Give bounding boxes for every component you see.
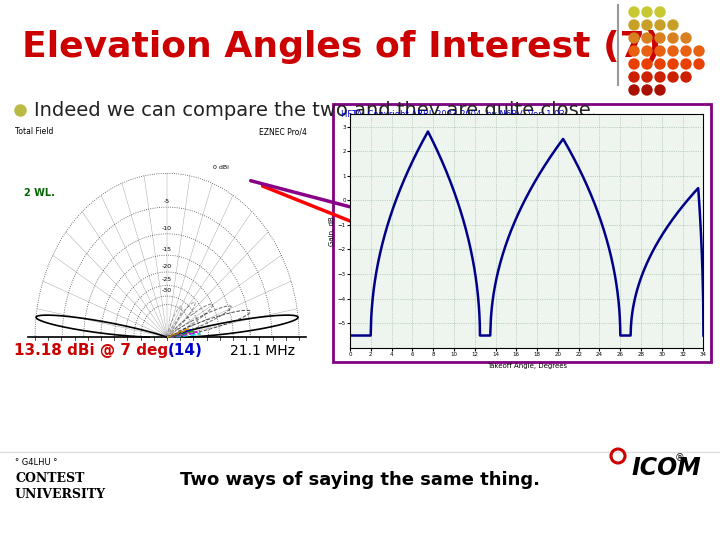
Circle shape	[655, 46, 665, 56]
Circle shape	[642, 72, 652, 82]
Circle shape	[629, 20, 639, 30]
Text: 0 dBi: 0 dBi	[213, 165, 229, 170]
Circle shape	[681, 72, 691, 82]
Circle shape	[681, 33, 691, 43]
Text: EZNEC Pro/4: EZNEC Pro/4	[259, 127, 307, 137]
Text: 21.1 MHz: 21.1 MHz	[230, 344, 295, 358]
Circle shape	[681, 59, 691, 69]
Circle shape	[655, 85, 665, 95]
Circle shape	[655, 33, 665, 43]
Circle shape	[668, 72, 678, 82]
Text: 13.18 dBi @ 7 deg.: 13.18 dBi @ 7 deg.	[14, 343, 179, 358]
Text: -20: -20	[162, 264, 172, 269]
Text: -25: -25	[162, 277, 172, 282]
Y-axis label: Gain, dB: Gain, dB	[329, 216, 335, 246]
Circle shape	[629, 59, 639, 69]
Text: CONTEST: CONTEST	[15, 472, 84, 485]
Text: ICOM: ICOM	[632, 456, 702, 480]
Circle shape	[655, 72, 665, 82]
Circle shape	[642, 7, 652, 17]
Circle shape	[629, 33, 639, 43]
Circle shape	[629, 85, 639, 95]
Circle shape	[629, 7, 639, 17]
Circle shape	[629, 72, 639, 82]
Text: HFTA, Copyright ARRL 2003-2004, by N6BV, Ver. 1.03: HFTA, Copyright ARRL 2003-2004, by N6BV,…	[341, 110, 564, 119]
Circle shape	[668, 46, 678, 56]
Text: Total Field: Total Field	[15, 127, 53, 137]
Text: UNIVERSITY: UNIVERSITY	[15, 488, 106, 501]
Circle shape	[642, 85, 652, 95]
Text: Indeed we can compare the two and they are quite close.: Indeed we can compare the two and they a…	[34, 100, 597, 119]
Text: 2 WL.: 2 WL.	[24, 188, 55, 198]
Circle shape	[694, 46, 704, 56]
Circle shape	[642, 59, 652, 69]
Circle shape	[668, 20, 678, 30]
Circle shape	[668, 59, 678, 69]
Circle shape	[655, 7, 665, 17]
Circle shape	[629, 46, 639, 56]
Bar	[333, 104, 711, 362]
Circle shape	[668, 33, 678, 43]
Circle shape	[642, 20, 652, 30]
Circle shape	[642, 46, 652, 56]
Text: (14): (14)	[168, 343, 203, 358]
Circle shape	[655, 20, 665, 30]
Circle shape	[694, 59, 704, 69]
Text: Two ways of saying the same thing.: Two ways of saying the same thing.	[180, 471, 540, 489]
Text: -10: -10	[162, 226, 172, 231]
Circle shape	[642, 33, 652, 43]
Text: ®: ®	[675, 453, 685, 463]
Text: ° G4LHU °: ° G4LHU °	[15, 458, 58, 467]
Text: -5: -5	[164, 199, 170, 204]
Circle shape	[681, 46, 691, 56]
Text: -15: -15	[162, 247, 172, 252]
Text: Elevation Angles of Interest (7): Elevation Angles of Interest (7)	[22, 30, 661, 64]
Bar	[8, 130, 330, 365]
X-axis label: Takeoff Angle, Degrees: Takeoff Angle, Degrees	[487, 362, 567, 368]
Circle shape	[655, 59, 665, 69]
Text: -30: -30	[162, 288, 172, 293]
